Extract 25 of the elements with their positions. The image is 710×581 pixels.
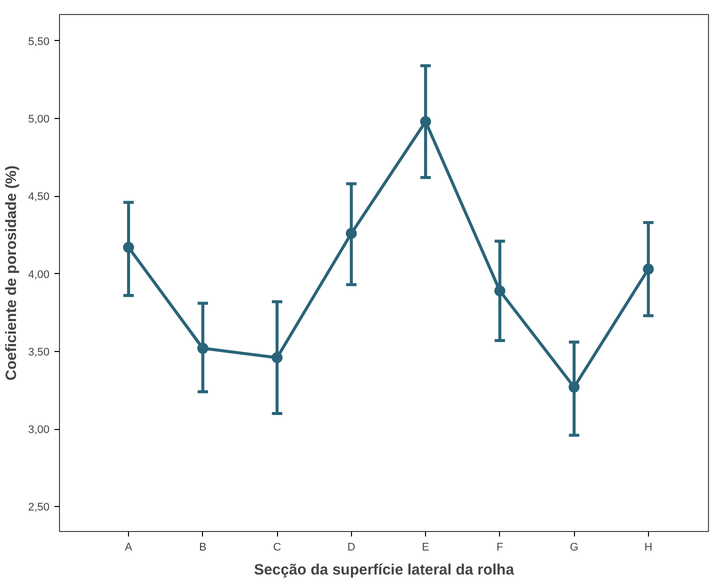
y-tick-label: 4,00 <box>28 268 50 281</box>
y-tick-label: 3,50 <box>28 346 50 358</box>
x-tick-label: G <box>570 542 578 554</box>
x-tick-label: E <box>422 542 430 554</box>
y-tick-label: 5,50 <box>28 36 50 48</box>
point <box>123 242 134 253</box>
x-axis-title: Secção da superfície lateral da rolha <box>254 562 515 578</box>
point <box>197 342 208 354</box>
x-tick-label: D <box>347 542 356 554</box>
y-tick-label: 3,00 <box>28 424 50 436</box>
x-tick-label: H <box>644 542 652 554</box>
y-axis-title: Coeficiente de porosidade (%) <box>3 165 20 381</box>
x-tick-label: F <box>496 542 504 554</box>
point <box>346 228 357 239</box>
point <box>642 264 654 275</box>
x-tick-label: C <box>273 542 282 554</box>
y-tick-label: 4,50 <box>28 191 50 204</box>
point <box>420 116 432 128</box>
point <box>494 285 506 296</box>
point <box>568 382 580 393</box>
y-tick-label: 5,00 <box>28 114 50 126</box>
x-tick-label: A <box>124 542 133 554</box>
x-tick-label: B <box>199 542 206 554</box>
point <box>272 352 283 364</box>
y-tick-label: 2,50 <box>28 502 50 514</box>
